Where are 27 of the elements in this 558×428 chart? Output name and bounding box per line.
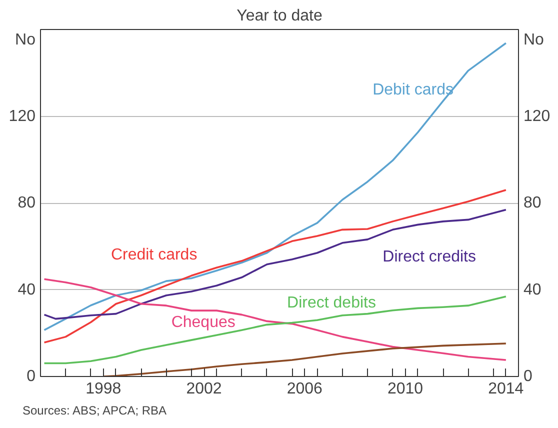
x-tick-label: 2006	[286, 380, 323, 398]
series-label: Credit cards	[110, 246, 198, 264]
y2-tick-label: 0	[524, 368, 532, 385]
series-label: Cheques	[171, 314, 236, 331]
series-label: Debit cards	[372, 82, 454, 99]
line-series	[43, 42, 507, 331]
y-tick-label: 0	[26, 368, 36, 385]
y-tick-label: 40	[18, 281, 36, 298]
line-series	[102, 342, 507, 376]
line-series	[43, 189, 507, 344]
x-tick-label: 2010	[387, 380, 424, 398]
line-series	[43, 278, 507, 361]
y-tick-label: 120	[8, 108, 36, 125]
y-axis-title: No	[15, 31, 36, 48]
y2-tick-label: 120	[524, 108, 550, 125]
line-series	[43, 296, 507, 364]
x-tick-label: 1998	[86, 380, 122, 398]
y-tick-label: 80	[18, 194, 36, 212]
y2-axis-title: No	[524, 31, 544, 48]
series-label: Direct debits	[287, 294, 376, 312]
x-tick-label: 2002	[186, 380, 222, 398]
series-label: Direct credits	[382, 248, 476, 266]
y2-tick-label: 40	[524, 281, 542, 298]
source-note: Sources: ABS; APCA; RBA	[22, 404, 167, 418]
chart-title: Year to date	[236, 8, 322, 24]
x-tick-label: 2014	[488, 380, 524, 398]
y2-tick-label: 80	[524, 194, 542, 212]
